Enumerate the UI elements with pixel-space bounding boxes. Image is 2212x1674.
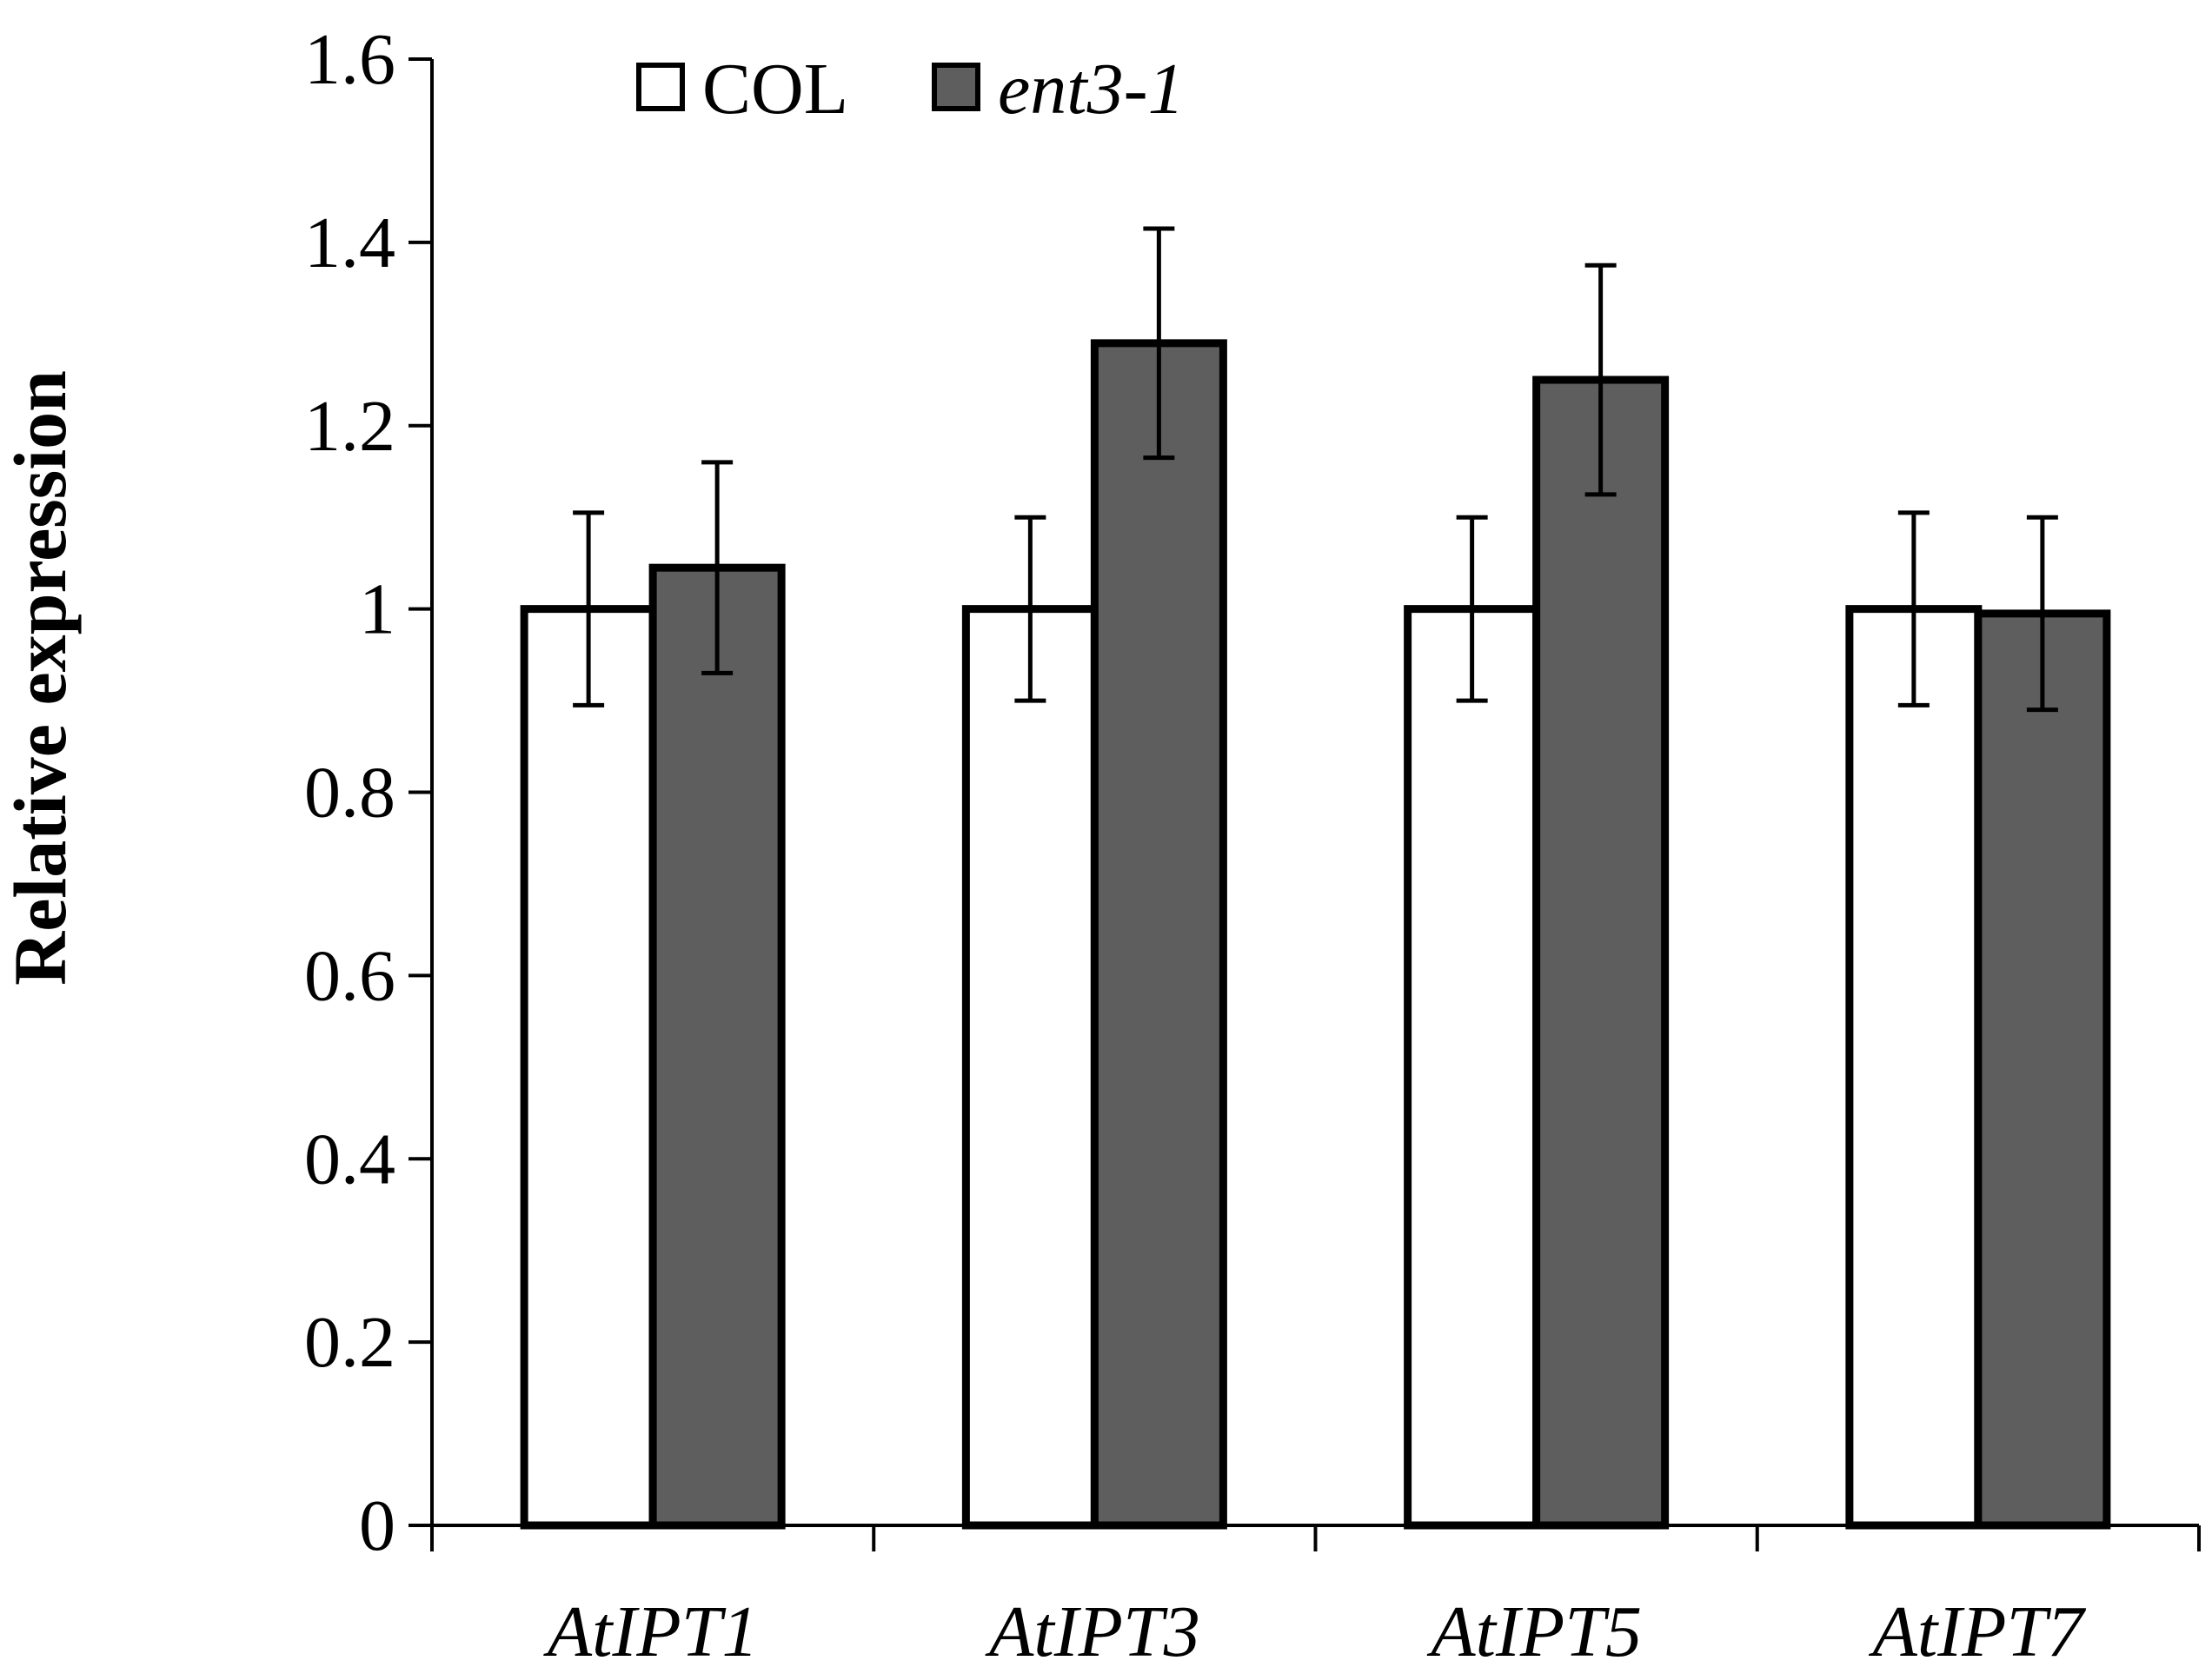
bar-COL-AtIPT1 [520,605,657,1530]
y-ticks-group: 0 0.2 0.4 0.6 0.8 1 1.2 1.4 1.6 [304,19,432,1566]
bar-COL-AtIPT7 [1845,605,1983,1530]
legend: COL ent3-1 [636,49,1185,130]
bar-ent3-1-AtIPT1 [648,563,786,1530]
bar-COL-AtIPT3 [961,605,1099,1530]
y-tick-label: 0 [359,1485,395,1566]
category-label: AtIPT3 [985,1591,1200,1672]
bars-group [520,339,2111,1530]
category-label: AtIPT1 [543,1591,759,1672]
y-tick-label: 1.6 [304,19,395,100]
category-label: AtIPT5 [1426,1591,1642,1672]
x-ticks-group [430,1525,2201,1551]
legend-label-ent3-1: ent3-1 [998,49,1185,130]
legend-swatch-col [636,63,685,111]
y-tick-label: 0.2 [304,1302,395,1383]
y-tick-label: 1 [359,569,395,650]
bar-ent3-1-AtIPT7 [1974,609,2111,1530]
category-label: AtIPT7 [1869,1591,2087,1672]
bar-ent3-1-AtIPT5 [1532,375,1670,1530]
y-axis-label: Relative expression [0,370,82,986]
y-tick-label: 1.4 [304,203,395,283]
category-labels-group: AtIPT1 AtIPT3 AtIPT5 AtIPT7 [543,1591,2086,1672]
error-bars-group [573,226,2058,713]
bar-COL-AtIPT5 [1404,605,1541,1530]
y-tick-label: 0.4 [304,1119,395,1199]
y-tick-label: 0.8 [304,753,395,834]
y-tick-label: 0.6 [304,935,395,1016]
legend-swatch-ent3-1 [932,63,980,111]
y-tick-label: 1.2 [304,386,395,467]
legend-label-col: COL [702,49,848,130]
bar-ent3-1-AtIPT3 [1090,339,1227,1530]
